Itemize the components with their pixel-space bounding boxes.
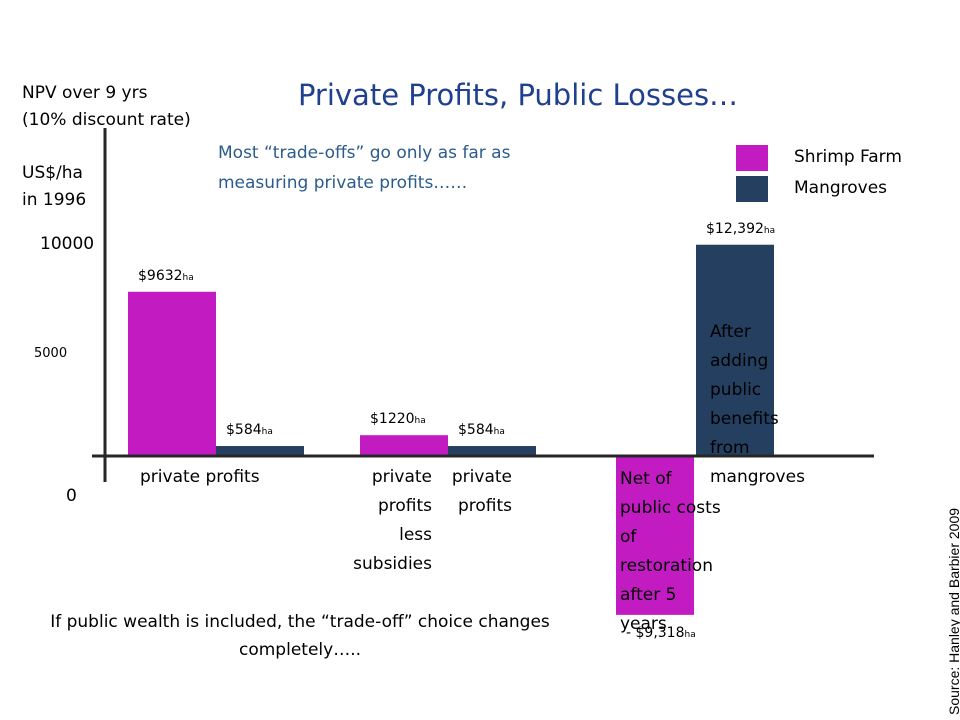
data-label-mangroves-0: $584ha <box>226 422 273 439</box>
category-label-private-profits: private profits <box>140 467 260 487</box>
legend-label-mangroves: Mangroves <box>794 178 888 198</box>
data-label-mangroves-2: $12,392ha <box>706 220 776 237</box>
category-label-profits-less-subsidies: private profits less subsidies <box>353 467 432 574</box>
bar-shrimp-farm-0 <box>128 291 216 456</box>
y-tick-10000: 10000 <box>40 234 95 254</box>
legend-swatch-shrimp-farm <box>736 145 768 171</box>
data-label-mangroves-1: $584ha <box>458 422 505 439</box>
y-tick-5000: 5000 <box>34 346 68 361</box>
bar-mangroves-1 <box>448 446 536 456</box>
chart-title: Private Profits, Public Losses… <box>297 78 739 112</box>
bar-mangroves-0 <box>216 446 304 456</box>
y-axis-units: US$/ha in 1996 <box>22 163 87 210</box>
annotation-public-benefits: After adding public benefits from mangro… <box>710 322 805 487</box>
annotation-net-public-costs: Net of public costs of restoration after… <box>620 469 721 634</box>
chart-subtitle: Most “trade-offs” go only as far as meas… <box>218 143 511 193</box>
data-label-shrimp-farm-1: $1220ha <box>370 411 426 428</box>
y-tick-0: 0 <box>66 486 77 506</box>
category-label-private-profits-mangroves: private profits <box>451 467 512 516</box>
legend-label-shrimp-farm: Shrimp Farm <box>794 147 902 167</box>
data-label-shrimp-farm-2: - $9,318ha <box>626 624 696 641</box>
data-label-shrimp-farm-0: $9632ha <box>138 267 194 284</box>
legend-swatch-mangroves <box>736 176 768 202</box>
bar-shrimp-farm-2 <box>616 456 694 615</box>
bar-mangroves-2 <box>696 244 774 456</box>
source-citation: Source: Hanley and Barbier 2009 <box>946 507 960 715</box>
footnote: If public wealth is included, the “trade… <box>50 612 550 660</box>
bar-shrimp-farm-1 <box>360 435 448 456</box>
y-axis-label: NPV over 9 yrs (10% discount rate) <box>22 83 191 130</box>
